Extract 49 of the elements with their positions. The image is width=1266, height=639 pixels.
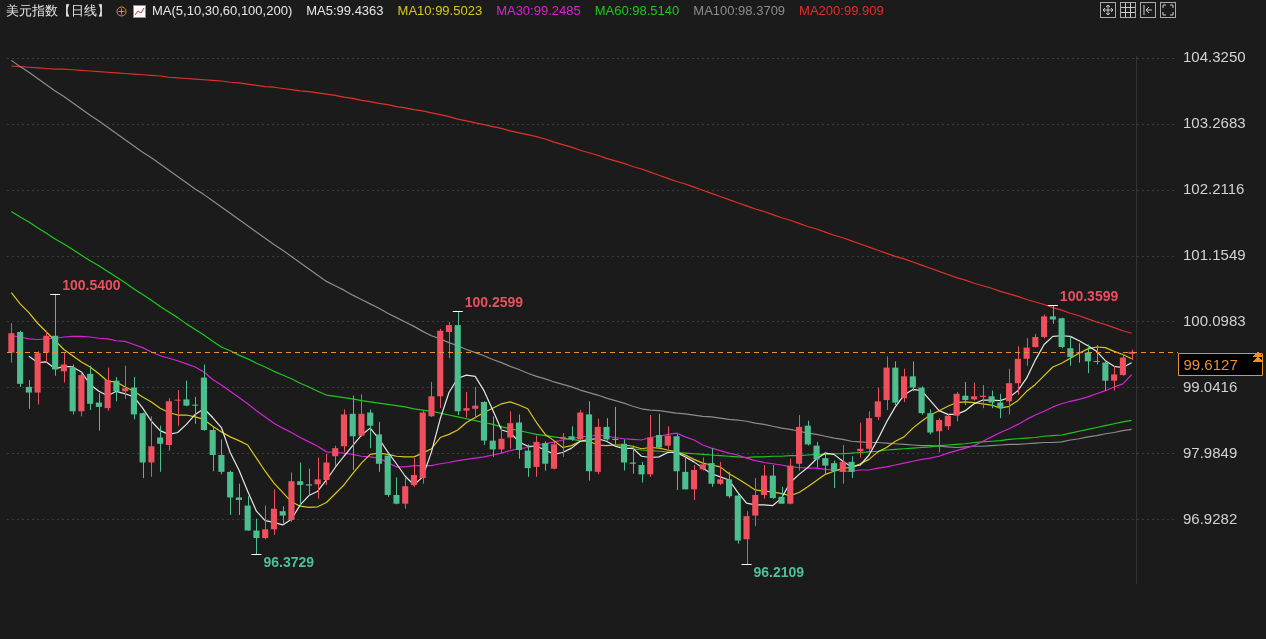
candlestick: [638, 461, 645, 483]
annotation: 100.3599: [1059, 288, 1119, 304]
y-tick-label: 96.9282: [1183, 509, 1238, 527]
chart-title: 美元指数【日线】: [6, 2, 110, 20]
candlestick: [778, 486, 785, 505]
text: MA5:99.4363: [306, 2, 384, 20]
candlestick: [533, 435, 540, 478]
candlestick: [568, 425, 575, 442]
annotation: 100.2599: [464, 294, 524, 311]
y-tick-label: 99.0416: [1183, 377, 1238, 395]
y-tick-label: 104.3250: [1183, 47, 1246, 65]
text: MA100:98.3709: [693, 2, 786, 20]
text: MA30:99.2485: [496, 2, 581, 20]
candlestick: [183, 380, 190, 407]
candlestick: [743, 510, 750, 565]
candlestick: [559, 432, 566, 458]
y-tick-label: 103.2683: [1183, 113, 1246, 131]
candlestick: [673, 433, 680, 491]
y-tick-label: 97.9849: [1183, 443, 1238, 461]
candlestick: [1049, 304, 1056, 325]
candlestick: [988, 390, 995, 409]
candlestick: [498, 425, 505, 454]
candlestick: [708, 447, 715, 488]
candlestick: [288, 471, 295, 523]
candlestick: [235, 483, 242, 516]
annotation: 96.3729: [263, 553, 315, 570]
candlestick: [463, 391, 470, 419]
annotation: 100.5400: [62, 276, 121, 293]
text: MA60:98.5140: [594, 2, 680, 20]
candlestick: [629, 445, 636, 475]
y-tick-label: 102.2116: [1183, 179, 1245, 197]
candlestick: [279, 505, 286, 525]
candlestick: [848, 455, 855, 479]
candlestick: [603, 417, 610, 442]
candlestick: [358, 393, 365, 438]
y-tick-label: 100.0983: [1183, 311, 1246, 329]
y-tick-label: 101.1549: [1183, 245, 1246, 263]
candlestick: [305, 468, 313, 497]
legend-title: MA(5,10,30,60,100,200): [152, 2, 293, 20]
text: MA200:99.909: [799, 2, 884, 20]
candlestick: [717, 461, 724, 486]
annotation: 96.2109: [753, 564, 805, 581]
candlestick: [1111, 365, 1118, 392]
candlestick: [813, 441, 820, 468]
candlestick: [428, 381, 435, 418]
ref-line-label: 99.6127: [1183, 355, 1238, 373]
text: MA10:99.5023: [397, 2, 483, 20]
candlestick: [393, 476, 400, 505]
candlestick: [323, 453, 330, 486]
